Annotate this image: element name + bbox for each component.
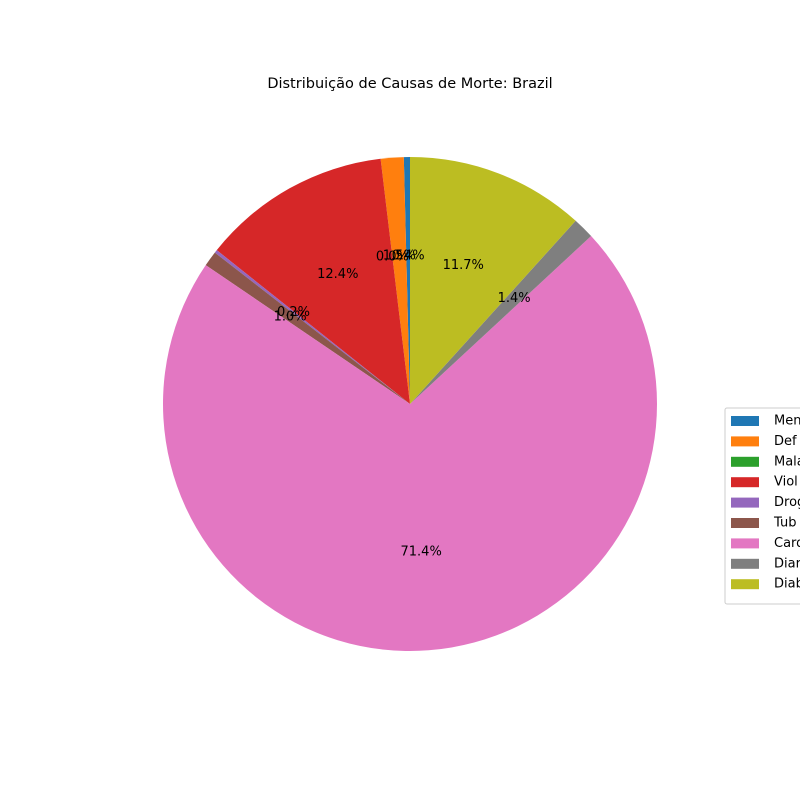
pie-slice-label-4: 0.2%	[277, 305, 310, 320]
legend-swatch-1	[731, 436, 759, 447]
legend-entry-2: Mala	[774, 454, 800, 469]
pie-slice-label-7: 1.4%	[498, 291, 531, 306]
pie-slices	[162, 157, 657, 651]
legend-swatch-7	[731, 558, 759, 569]
pie-percent-labels: 0.4%1.5%0.0% 12.4% 0.2%1.0% 71.4% 1.4% 11.7%	[274, 248, 531, 559]
legend-swatch-3	[731, 477, 759, 488]
pie-slice-label-2: 0.0%	[376, 249, 409, 264]
legend-swatch-5	[731, 518, 759, 528]
legend: Men Def Mala Viol Drog Tub Card Diar Diab	[724, 407, 800, 605]
pie-slice-4	[214, 250, 410, 404]
pie-slice-6	[162, 236, 657, 651]
pie-slice-7	[410, 220, 592, 404]
legend-entry-1: Def	[774, 434, 797, 449]
pie-slice-5	[205, 252, 410, 404]
legend-entry-3: Viol	[774, 475, 798, 490]
pie-slice-1	[380, 157, 410, 404]
pie-slice-label-1: 1.5%	[383, 249, 416, 264]
legend-swatch-4	[731, 497, 759, 508]
legend-swatch-6	[731, 538, 759, 549]
pie-slice-8	[410, 157, 576, 404]
pie-slice-label-0: 0.4%	[392, 248, 425, 263]
pie-slice-0	[403, 157, 410, 404]
pie-slice-label-5: 1.0%	[274, 309, 307, 324]
legend-entry-8: Diab	[774, 577, 800, 592]
pie-slice-label-3: 12.4%	[317, 267, 358, 282]
legend-items: Men Def Mala Viol Drog Tub Card Diar Diab	[731, 414, 800, 592]
legend-swatch-2	[731, 456, 759, 467]
legend-entry-5: Tub	[773, 516, 796, 531]
legend-entry-7: Diar	[774, 556, 800, 571]
pie-slice-3	[216, 158, 410, 404]
chart-title: Distribuição de Causas de Morte: Brazil	[267, 76, 552, 92]
pie-slice-label-8: 11.7%	[443, 258, 484, 273]
legend-swatch-8	[731, 579, 759, 590]
legend-entry-0: Men	[774, 414, 800, 429]
pie-slice-label-6: 71.4%	[401, 544, 442, 559]
legend-entry-4: Drog	[774, 495, 800, 510]
legend-swatch-0	[731, 416, 759, 426]
legend-entry-6: Card	[774, 536, 800, 551]
